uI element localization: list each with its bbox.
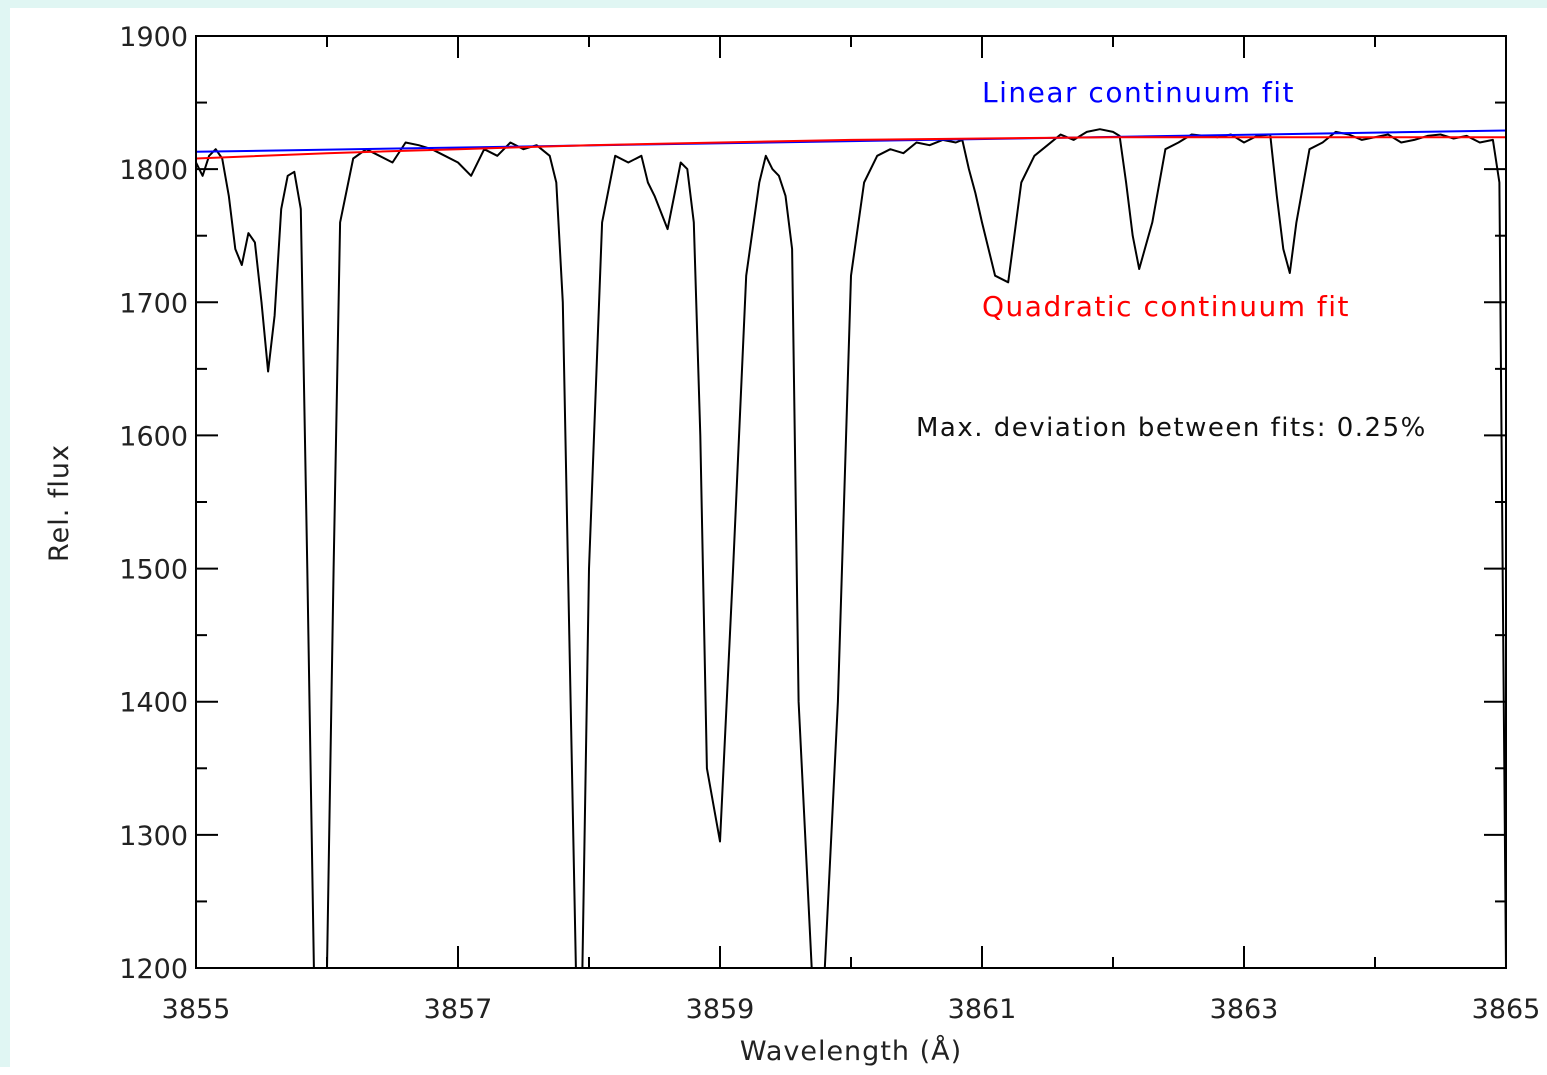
y-tick-label: 1400 [119,688,188,719]
y-tick-label: 1900 [119,22,188,53]
x-tick-label: 3857 [424,994,493,1025]
spectrum-line [196,128,1506,968]
x-tick-label: 3863 [1210,994,1279,1025]
y-tick-label: 1700 [119,288,188,319]
quadratic-fit-line [196,136,1506,160]
x-tick-label: 3861 [948,994,1017,1025]
y-tick-label: 1300 [119,821,188,852]
tick-marks [195,35,1507,969]
y-tick-labels: 1200 1300 1400 1500 1600 1700 1800 1900 [119,22,188,985]
linear-fit-label: Linear continuum fit [982,76,1295,109]
x-tick-label: 3855 [162,994,231,1025]
x-axis-label: Wavelength (Å) [740,1035,962,1067]
y-axis-label: Rel. flux [44,444,75,562]
y-tick-label: 1600 [119,421,188,452]
y-tick-label: 1200 [119,954,188,985]
y-tick-label: 1500 [119,555,188,586]
deviation-annotation: Max. deviation between fits: 0.25% [916,413,1427,443]
quadratic-fit-label: Quadratic continuum fit [982,290,1350,323]
y-tick-label: 1800 [119,155,188,186]
series-lines [196,128,1506,968]
x-tick-label: 3865 [1472,994,1541,1025]
spectrum-chart: 3855 3857 3859 3861 3863 3865 1200 1300 1400 150… [44,22,1541,1067]
plot-area-border [195,35,1507,969]
x-tick-label: 3859 [686,994,755,1025]
x-tick-labels: 3855 3857 3859 3861 3863 3865 [162,994,1541,1025]
linear-fit-line [196,129,1506,153]
